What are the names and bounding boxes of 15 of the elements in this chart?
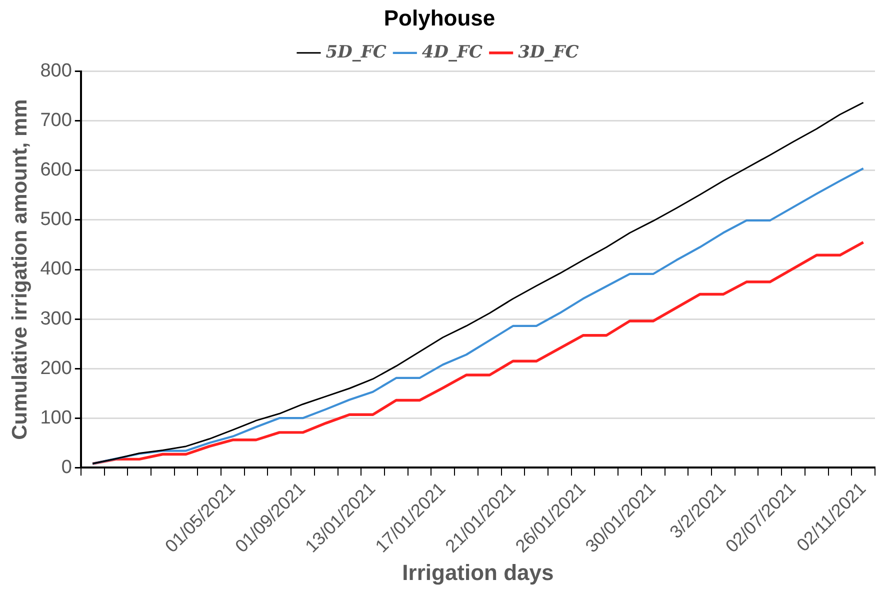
y-tick-label: 800 — [40, 60, 72, 82]
y-tick-label: 300 — [40, 308, 72, 330]
y-tick-label: 200 — [40, 358, 72, 379]
y-axis-title: Cumulative irrigation amount, mm — [8, 99, 32, 440]
legend-label: 4D_FC — [422, 42, 484, 62]
y-tick-label: 400 — [40, 258, 72, 280]
y-tick-label: 600 — [40, 160, 72, 181]
y-tick-label: 500 — [40, 209, 72, 230]
x-axis-title: Irrigation days — [402, 560, 554, 585]
legend-label: 3D_FC — [518, 42, 580, 62]
y-tick-label: 100 — [40, 407, 72, 428]
chart-title: Polyhouse — [384, 5, 496, 30]
y-tick-label: 700 — [40, 110, 72, 132]
legend-label: 5D_FC — [326, 42, 387, 62]
y-tick-label: 0 — [61, 456, 72, 478]
